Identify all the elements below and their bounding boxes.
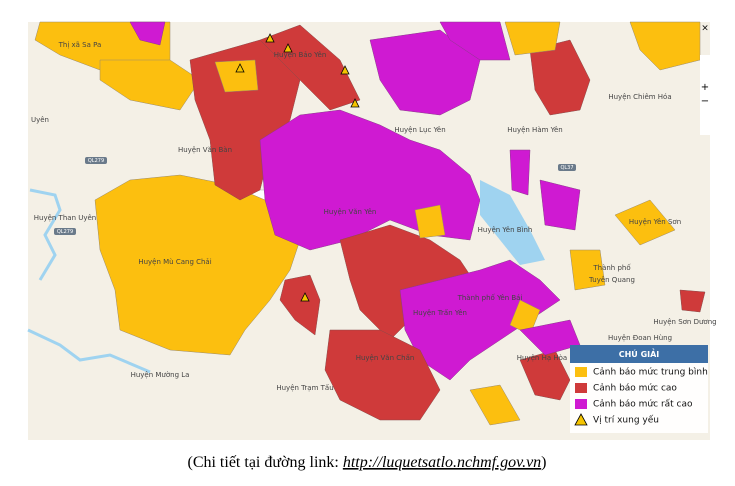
legend-header	[570, 345, 708, 363]
region	[279, 274, 321, 336]
close-button[interactable]: ×	[701, 24, 709, 34]
region	[569, 249, 606, 291]
legend-label: Vị trí xung yếu	[593, 415, 659, 426]
place-label: Huyện Trấn Yên	[413, 309, 467, 317]
region	[469, 384, 521, 426]
region	[504, 21, 561, 56]
place-label: Huyện Yên Bình	[478, 226, 533, 234]
place-label: Thị xã Sa Pa	[58, 41, 102, 49]
place-label: Huyện Sơn Dương	[653, 318, 716, 326]
legend-label: Cảnh báo mức cao	[593, 383, 677, 394]
warning-marker	[350, 98, 360, 108]
legend: CHÚ GIẢI Cảnh báo mức trung bình Cảnh báo…	[570, 345, 708, 433]
region	[129, 21, 166, 46]
place-label: Huyện Than Uyên	[34, 214, 96, 222]
place-label: Thành phố Yên Bái	[457, 294, 523, 302]
region	[369, 29, 481, 116]
warning-marker	[283, 43, 293, 53]
warning-marker	[300, 292, 310, 302]
road-shield	[54, 228, 76, 235]
caption-link[interactable]: http://luquetsatlo.nchmf.gov.vn	[343, 454, 541, 471]
river	[27, 328, 151, 374]
warning-marker	[265, 33, 275, 43]
place-label: Huyện Mường La	[131, 371, 190, 379]
region	[509, 149, 531, 196]
place-label: Huyện Mù Cang Chải	[138, 258, 211, 266]
map-controls	[700, 55, 710, 135]
lake	[480, 180, 545, 265]
region	[629, 21, 701, 71]
place-label: Huyện Bảo Yên	[274, 51, 327, 59]
place-label: Thành phố	[592, 264, 631, 272]
place-label: Huyện Văn Bàn	[178, 146, 232, 154]
region	[259, 24, 361, 111]
place-label: Uyên	[31, 116, 49, 124]
legend-title: CHÚ GIẢI	[619, 348, 660, 359]
road-shield	[558, 164, 576, 171]
zoom-out-button[interactable]: −	[701, 96, 709, 107]
warning-marker	[235, 63, 245, 73]
region	[214, 59, 259, 93]
place-label: Huyện Yên Sơn	[629, 218, 681, 226]
zoom-in-button[interactable]: +	[701, 82, 709, 93]
region	[324, 329, 441, 421]
place-label: Huyện Trạm Tấu	[276, 384, 333, 392]
place-label: Huyện Lục Yên	[394, 126, 445, 134]
place-label: Huyện Chiêm Hóa	[608, 93, 671, 101]
road-label: QL37	[560, 165, 573, 171]
road-label: QL279	[57, 229, 73, 235]
place-label: Huyện Hạ Hòa	[517, 354, 567, 362]
place-label: Huyện Đoan Hùng	[608, 334, 672, 342]
warning-marker	[340, 65, 350, 75]
region	[414, 204, 446, 239]
legend-swatch	[575, 399, 587, 409]
region	[439, 21, 511, 61]
legend-swatch	[575, 367, 587, 377]
legend-swatch	[575, 383, 587, 393]
caption-text: (Chi tiết tại đường link:	[187, 454, 342, 471]
caption: (Chi tiết tại đường link: http://luquets…	[187, 454, 546, 471]
region	[679, 289, 706, 313]
region	[99, 59, 201, 111]
map: QL279 QL279 QL37 Thị xã Sa Pa Huyện Bảo …	[27, 21, 717, 440]
legend-label: Cảnh báo mức trung bình	[593, 367, 708, 378]
region	[614, 199, 676, 246]
place-label: Tuyên Quang	[588, 276, 635, 284]
caption-text: )	[541, 454, 546, 471]
region	[539, 179, 581, 231]
legend-symbol	[574, 413, 588, 426]
region	[529, 39, 591, 116]
river	[29, 188, 62, 281]
place-label: Huyện Văn Yên	[324, 208, 377, 216]
place-label: Huyện Văn Chấn	[356, 354, 415, 362]
place-label: Huyện Hàm Yên	[507, 126, 563, 134]
road-label: QL279	[88, 158, 104, 164]
region	[94, 174, 301, 356]
legend-label: Cảnh báo mức rất cao	[593, 399, 693, 410]
road-shield	[85, 157, 107, 164]
